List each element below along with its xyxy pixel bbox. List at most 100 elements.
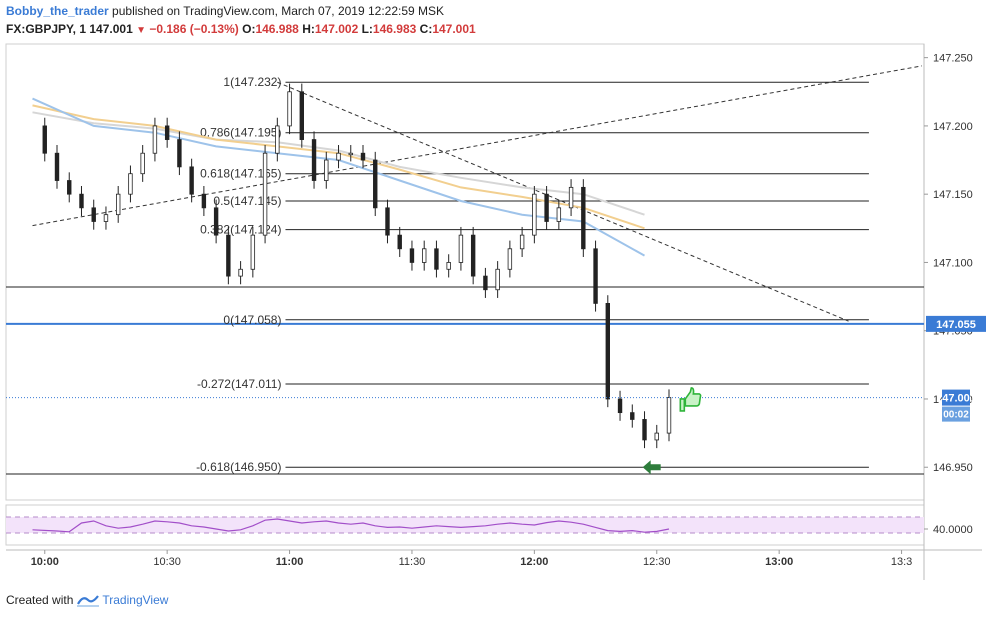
candle-body [262,152,268,236]
candle-body [458,234,464,263]
time-tick-label: 10:00 [31,556,59,568]
fib-level-label: 0.5(147.145) [213,194,281,208]
fib-level-label: 0(147.058) [223,313,281,327]
candle-body [446,262,451,270]
candle-body [226,234,231,277]
candle-body [593,248,598,304]
candle-body [213,207,219,236]
price-tick-label: 146.950 [933,462,973,474]
trend-line [32,65,923,227]
candle-body [128,173,133,195]
candle-body [250,234,256,270]
candle-body [360,152,366,161]
symbol-name[interactable]: FX:GBPJPY, 1 [6,22,87,36]
candle-body [654,432,659,441]
low-value: 146.983 [372,22,417,36]
created-with-text: Created with [6,593,74,607]
candle-body [630,412,635,420]
candle-body [287,91,292,127]
fib-level-label: -0.618(146.950) [196,460,281,474]
candle-body [581,186,586,250]
candle-body [164,125,170,140]
symbol-line: FX:GBPJPY, 1 147.001 ▼ −0.186 (−0.13%) O… [6,22,476,36]
fib-level-label: -0.272(147.011) [197,377,282,391]
candle-body [79,193,84,209]
candle-body [519,234,525,250]
candle-body [324,159,329,181]
candle-body [201,193,207,209]
candle-body [605,303,610,400]
price-change: −0.186 (−0.13%) [149,22,239,36]
candle-body [409,248,415,263]
tradingview-logo-icon [77,594,100,607]
oscillator-tick-label: 40.0000 [933,524,973,536]
fib-level-label: 0.786(147.195) [200,126,281,140]
last-price: 147.001 [89,22,133,36]
candle-body [91,207,96,222]
price-tick-label: 147.250 [933,53,973,65]
time-tick-label: 12:00 [520,556,548,568]
candle-body [385,207,390,236]
fib-level-label: 0.382(147.124) [200,223,281,237]
close-value: 147.001 [432,22,476,36]
time-tick-label: 13:3 [891,556,912,568]
level-badge-label: 147.055 [936,319,976,331]
candle-body [470,234,476,277]
candle-body [397,234,402,250]
countdown-badge [942,406,970,422]
low-label: L: [361,22,373,36]
price-tick-label: 147.200 [933,121,973,133]
thumbs-up-icon [679,387,702,412]
candle-body [238,268,243,277]
candle-body [140,152,145,175]
candle-body [642,419,647,441]
oscillator-line [32,518,670,533]
open-label: O: [242,22,256,36]
candle-body [434,248,439,270]
candle-body [666,397,672,434]
candle-body [336,152,341,161]
candle-body [116,193,121,216]
time-tick-label: 11:00 [276,556,304,568]
author-link[interactable]: Bobby_the_trader [6,4,109,18]
tradingview-brand: TradingView [102,593,169,607]
candle-body [568,186,574,209]
open-value: 146.988 [255,22,299,36]
price-tick-label: 147.150 [933,189,973,201]
candle-body [67,180,72,195]
oscillator-band [6,517,924,533]
close-label: C: [419,22,433,36]
published-info: published on TradingView.com, March 07, … [112,4,445,18]
candle-body [556,207,562,222]
left-arrow-icon [642,460,661,475]
candle-body [275,125,280,154]
time-tick-label: 13:00 [765,556,793,568]
candle-body [152,125,158,154]
main-pane-frame [5,43,925,501]
candle-body [177,139,182,168]
last-price-badge [942,389,970,406]
candle-body [189,166,194,195]
fib-level-label: 0.618(147.165) [200,167,281,181]
chart-area[interactable]: 147.250147.200147.150147.100147.050147.0… [0,40,988,580]
level-badge [926,315,986,332]
trend-line [277,81,849,322]
time-tick-label: 12:30 [643,556,671,568]
candle-body [373,159,378,209]
time-tick-label: 10:30 [153,556,181,568]
countdown-badge-label: 00:02 [943,410,969,421]
candle-body [544,193,549,222]
publication-line: Bobby_the_trader published on TradingVie… [6,4,444,18]
candle-body [421,248,427,263]
down-triangle-icon: ▼ [136,25,147,36]
fib-level-label: 1(147.232) [223,75,281,89]
candle-body [483,275,488,291]
candle-body [507,248,513,270]
candle-body [42,125,47,154]
candle-body [617,398,623,414]
last-price-badge-label: 147.001 [936,393,976,405]
candle-body [311,139,317,181]
time-tick-label: 11:30 [399,556,426,568]
tradingview-brand-link[interactable]: TradingView [77,593,168,607]
candle-body [495,268,500,291]
